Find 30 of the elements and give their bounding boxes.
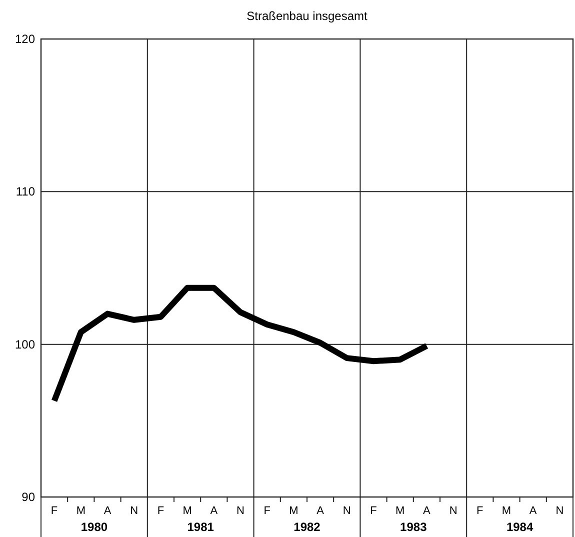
x-tick-label: M (182, 505, 192, 517)
x-tick-label: N (342, 505, 351, 517)
x-tick-label: A (104, 505, 112, 517)
y-tick-label: 90 (22, 490, 36, 504)
x-tick-label: N (449, 505, 458, 517)
x-tick-label: M (289, 505, 298, 517)
x-tick-label: F (264, 505, 271, 517)
y-tick-label: 100 (14, 337, 36, 352)
chart-title: Straßenbau insgesamt (246, 9, 368, 23)
text: 1980 (80, 520, 108, 534)
text: 1982 (294, 520, 321, 534)
x-tick-label: M (396, 505, 405, 517)
x-tick-label: A (529, 505, 538, 517)
y-tick-label: 120 (14, 32, 36, 46)
x-tick-label: F (370, 505, 378, 517)
x-tick-label: F (157, 505, 164, 517)
y-tick-label: 110 (16, 184, 36, 199)
x-tick-label: N (236, 505, 245, 517)
text: 1983 (400, 520, 428, 534)
text: 1981 (187, 520, 214, 534)
x-tick-label: N (130, 505, 138, 517)
x-tick-label: F (476, 505, 484, 517)
text: 1984 (506, 520, 534, 534)
x-tick-label: F (50, 505, 58, 517)
x-tick-label: M (76, 505, 86, 517)
x-tick-label: N (556, 505, 564, 517)
x-tick-label: A (210, 505, 218, 517)
x-tick-label: A (316, 505, 325, 517)
x-tick-label: M (502, 505, 512, 517)
x-tick-label: A (423, 505, 432, 517)
